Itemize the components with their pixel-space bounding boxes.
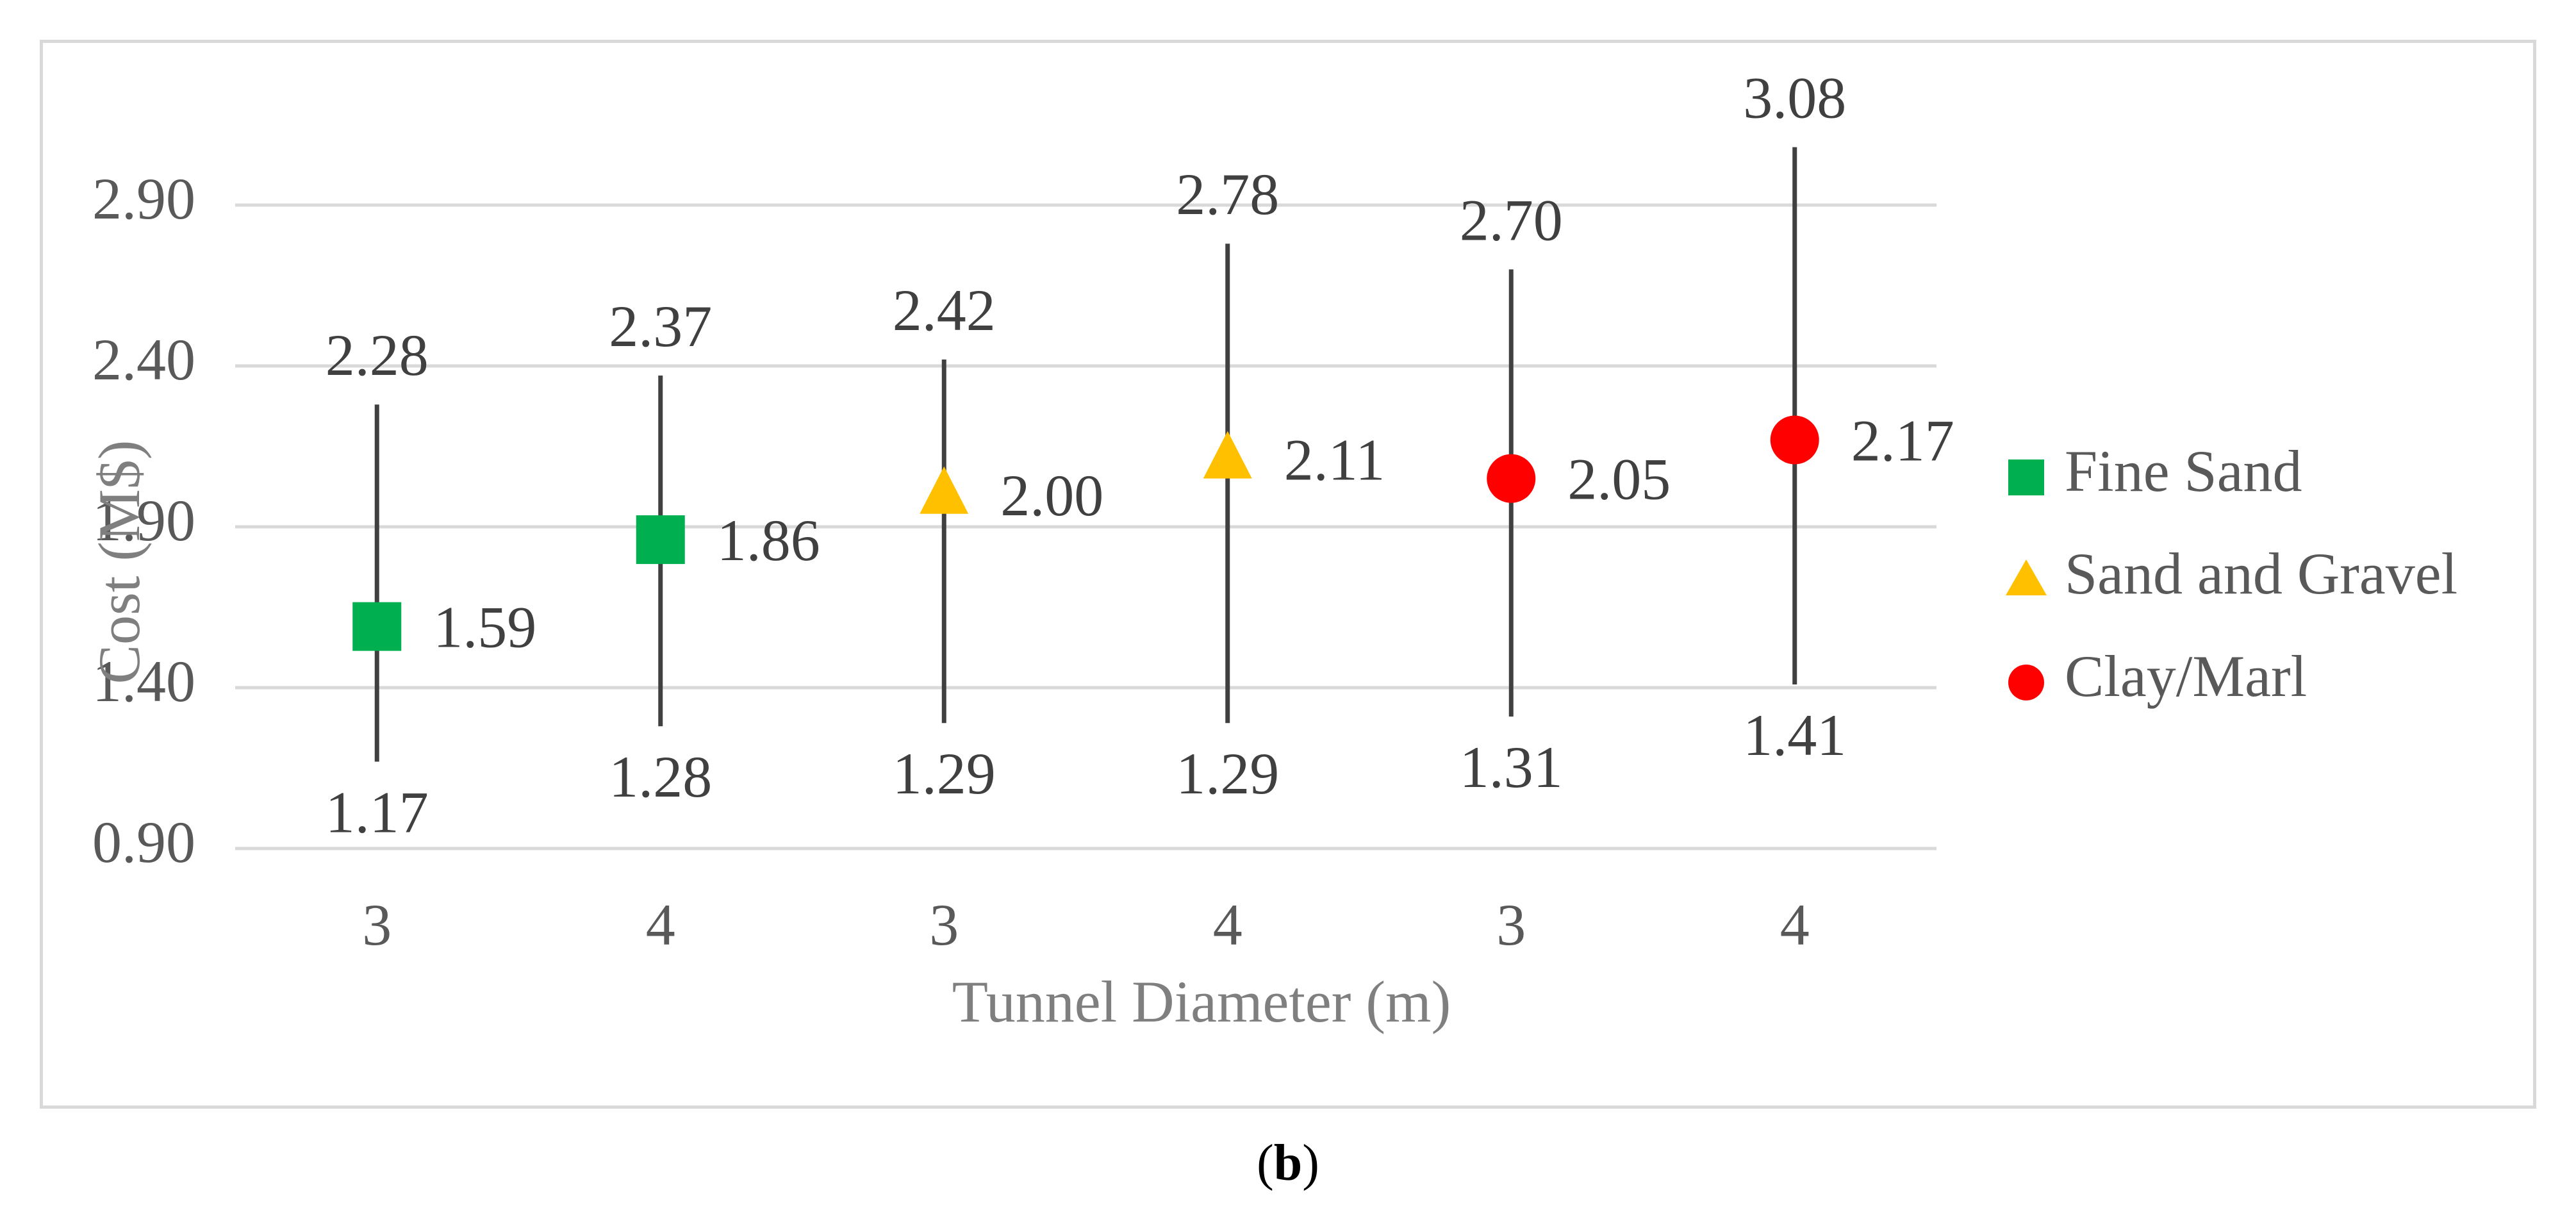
max-value-label: 2.42: [893, 277, 996, 343]
x-tick-label: 3: [929, 892, 959, 957]
x-tick-label: 3: [362, 892, 392, 957]
legend-label: Fine Sand: [2065, 438, 2302, 504]
x-tick-label: 4: [1213, 892, 1243, 957]
y-tick-label: 2.40: [92, 327, 195, 392]
mean-value-label: 1.86: [717, 508, 820, 573]
min-value-label: 1.29: [1176, 741, 1279, 806]
x-tick-label: 4: [646, 892, 675, 957]
mean-value-label: 2.17: [1851, 408, 1954, 473]
x-tick-label: 4: [1780, 892, 1810, 957]
data-labels: 2.28 1.17 1.59 2.37 1.28 1.86 2.42 1.29 2.00 2.78…: [326, 65, 1954, 845]
max-value-label: 2.28: [326, 322, 429, 388]
x-axis-title: Tunnel Diameter (m): [952, 969, 1451, 1034]
clay-marl-marker: [1770, 415, 1819, 465]
clay-marl-marker: [1487, 454, 1536, 503]
chart-frame: 0.90 1.40 1.90 2.40 2.90 3 4 3 4 3 4 2.28 1.17 1.59…: [40, 40, 2536, 1109]
mean-value-label: 2.11: [1284, 427, 1385, 493]
y-tick-label: 2.90: [92, 166, 195, 231]
sand-gravel-marker: [1203, 431, 1252, 479]
y-tick-label: 0.90: [92, 809, 195, 875]
data-markers: [352, 415, 1819, 651]
legend: Fine Sand Sand and Gravel Clay/Marl: [2006, 438, 2457, 709]
mean-value-label: 2.05: [1567, 447, 1671, 512]
legend-clay-marl-marker: [2008, 665, 2044, 700]
y-axis-title: Cost (M$): [87, 440, 152, 684]
min-value-label: 1.17: [326, 779, 429, 845]
legend-label: Sand and Gravel: [2065, 541, 2457, 606]
max-value-label: 2.70: [1460, 187, 1563, 253]
y-tick-label: 1.90: [92, 488, 195, 553]
max-value-label: 2.78: [1176, 161, 1279, 227]
min-value-label: 1.41: [1743, 702, 1846, 768]
min-value-label: 1.28: [609, 744, 712, 809]
min-value-label: 1.31: [1460, 734, 1563, 800]
y-tick-label: 1.40: [92, 649, 195, 714]
x-axis-ticks: 3 4 3 4 3 4: [362, 892, 1810, 957]
panel-label: (b): [1257, 1135, 1319, 1191]
chart-svg: 0.90 1.40 1.90 2.40 2.90 3 4 3 4 3 4 2.28 1.17 1.59…: [87, 65, 2457, 1034]
max-value-label: 2.37: [609, 294, 712, 359]
legend-fine-sand-marker: [2008, 459, 2044, 495]
max-value-label: 3.08: [1743, 65, 1846, 131]
y-axis-ticks: 0.90 1.40 1.90 2.40 2.90: [92, 166, 195, 875]
legend-sand-gravel-marker: [2006, 559, 2047, 595]
fine-sand-marker: [352, 602, 402, 651]
x-tick-label: 3: [1496, 892, 1526, 957]
gridlines: [235, 203, 1936, 850]
fine-sand-marker: [636, 515, 685, 565]
mean-value-label: 2.00: [1000, 463, 1103, 528]
sand-gravel-marker: [920, 466, 969, 514]
min-value-label: 1.29: [893, 741, 996, 806]
mean-value-label: 1.59: [433, 595, 536, 660]
legend-label: Clay/Marl: [2065, 643, 2307, 709]
